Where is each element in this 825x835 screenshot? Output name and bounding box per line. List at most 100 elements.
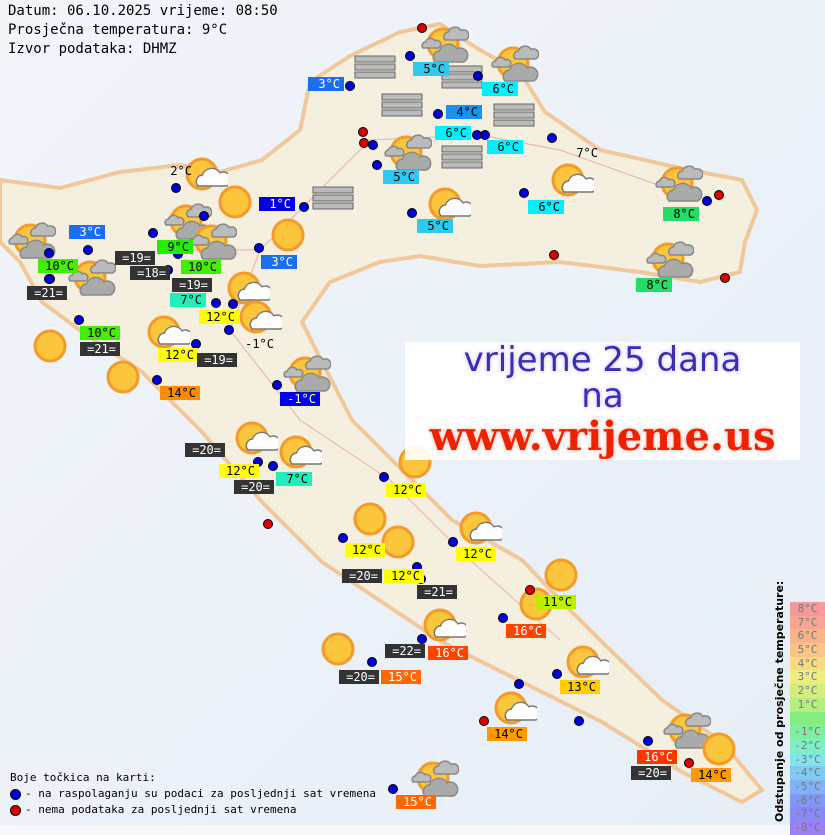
scale-step: 5°C <box>790 643 825 657</box>
average-temperature: Prosječna temperatura: 9°C <box>8 22 228 38</box>
station-dot-blue[interactable] <box>407 208 417 218</box>
station-dot-blue[interactable] <box>345 81 355 91</box>
station-dot-blue[interactable] <box>338 533 348 543</box>
sea-temperature-label: =21= <box>80 342 120 356</box>
station-dot-blue[interactable] <box>299 202 309 212</box>
temperature-label: 12°C <box>158 348 198 362</box>
sea-temperature-label: =22= <box>385 644 425 658</box>
station-dot-blue[interactable] <box>199 211 209 221</box>
scale-step: 2°C <box>790 684 825 698</box>
sea-temperature-label: =19= <box>115 251 155 265</box>
station-dot-blue[interactable] <box>254 243 264 253</box>
station-dot-blue[interactable] <box>372 160 382 170</box>
cloudy-icon <box>421 22 470 74</box>
data-source: Izvor podataka: DHMZ <box>8 41 177 57</box>
station-dot-blue[interactable] <box>498 613 508 623</box>
station-dot-red[interactable] <box>720 273 730 283</box>
station-dot-red[interactable] <box>417 23 427 33</box>
station-dot-red[interactable] <box>684 758 694 768</box>
station-dot-blue[interactable] <box>74 315 84 325</box>
scale-step: 6°C <box>790 629 825 644</box>
sun-icon <box>213 180 261 232</box>
cloudy-icon <box>655 161 704 213</box>
scale-step: -7°C <box>790 807 825 821</box>
station-dot-blue[interactable] <box>547 133 557 143</box>
station-dot-blue[interactable] <box>448 537 458 547</box>
station-dot-blue[interactable] <box>480 130 490 140</box>
station-dot-blue[interactable] <box>44 274 54 284</box>
station-dot-red[interactable] <box>263 519 273 529</box>
temperature-label: 13°C <box>560 680 600 694</box>
temperature-label: 14°C <box>160 386 200 400</box>
station-dot-blue[interactable] <box>152 375 162 385</box>
temperature-label: 6°C <box>435 126 471 140</box>
station-dot-blue[interactable] <box>211 298 221 308</box>
station-dot-blue[interactable] <box>228 299 238 309</box>
cloudy-icon <box>68 255 117 307</box>
red-dot-icon <box>10 804 21 816</box>
temperature-label: 16°C <box>506 624 546 638</box>
sun-icon <box>539 553 587 605</box>
temperature-label: 16°C <box>637 750 677 764</box>
scale-step: 4°C <box>790 656 825 671</box>
station-dot-blue[interactable] <box>473 71 483 81</box>
station-dot-blue[interactable] <box>433 109 443 119</box>
temperature-label: 9°C <box>157 240 193 254</box>
ad-banner[interactable]: vrijeme 25 dana na www.vrijeme.us <box>405 342 800 460</box>
scale-step: -4°C <box>790 766 825 780</box>
station-dot-blue[interactable] <box>643 736 653 746</box>
temperature-label: 12°C <box>384 569 424 583</box>
station-dot-blue[interactable] <box>171 183 181 193</box>
station-dot-blue[interactable] <box>224 325 234 335</box>
station-dot-blue[interactable] <box>83 245 93 255</box>
station-dot-red[interactable] <box>358 127 368 137</box>
sea-temperature-label: =19= <box>172 278 212 292</box>
station-dot-blue[interactable] <box>44 248 54 258</box>
sea-temperature-label: =20= <box>339 670 379 684</box>
sun-icon <box>28 324 76 376</box>
cloudy-icon <box>283 351 332 403</box>
station-dot-blue[interactable] <box>519 188 529 198</box>
temperature-label: 12°C <box>386 483 426 497</box>
station-dot-red[interactable] <box>525 585 535 595</box>
temperature-label: 7°C <box>276 472 312 486</box>
temperature-label: 10°C <box>80 326 120 340</box>
sun-icon <box>101 355 149 407</box>
sun-icon <box>266 213 314 265</box>
station-dot-blue[interactable] <box>148 228 158 238</box>
station-dot-blue[interactable] <box>367 657 377 667</box>
station-dot-blue[interactable] <box>405 51 415 61</box>
fog-icon <box>311 179 359 231</box>
scale-step: -5°C <box>790 779 825 794</box>
partly-cloudy-icon <box>454 506 506 558</box>
temperature-label: 15°C <box>396 795 436 809</box>
station-dot-blue[interactable] <box>574 716 584 726</box>
station-dot-red[interactable] <box>479 716 489 726</box>
sea-temperature-label: =19= <box>197 353 237 367</box>
station-dot-blue[interactable] <box>514 679 524 689</box>
temperature-label: 6°C <box>482 82 518 96</box>
station-dot-blue[interactable] <box>272 380 282 390</box>
station-dot-blue[interactable] <box>417 634 427 644</box>
temperature-label: 3°C <box>69 225 105 239</box>
temperature-label: 6°C <box>528 200 564 214</box>
temperature-label: -1°C <box>280 392 320 406</box>
station-dot-blue[interactable] <box>368 140 378 150</box>
station-dot-blue[interactable] <box>388 784 398 794</box>
partly-cloudy-icon <box>222 266 274 318</box>
station-dot-red[interactable] <box>714 190 724 200</box>
dot-legend: Boje točkica na karti: - na raspolaganju… <box>10 770 376 818</box>
station-dot-blue[interactable] <box>702 196 712 206</box>
sun-icon <box>316 627 364 679</box>
partly-cloudy-icon <box>423 182 475 234</box>
station-dot-red[interactable] <box>549 250 559 260</box>
temperature-label: 4°C <box>446 105 482 119</box>
station-dot-blue[interactable] <box>268 461 278 471</box>
temperature-label: 11°C <box>536 595 576 609</box>
legend-red: - nema podataka za posljednji sat vremen… <box>25 803 297 816</box>
station-dot-blue[interactable] <box>379 472 389 482</box>
temperature-label: 8°C <box>663 207 699 221</box>
cloudy-icon <box>491 41 540 93</box>
scale-step: -2°C <box>790 738 825 753</box>
station-dot-blue[interactable] <box>552 669 562 679</box>
